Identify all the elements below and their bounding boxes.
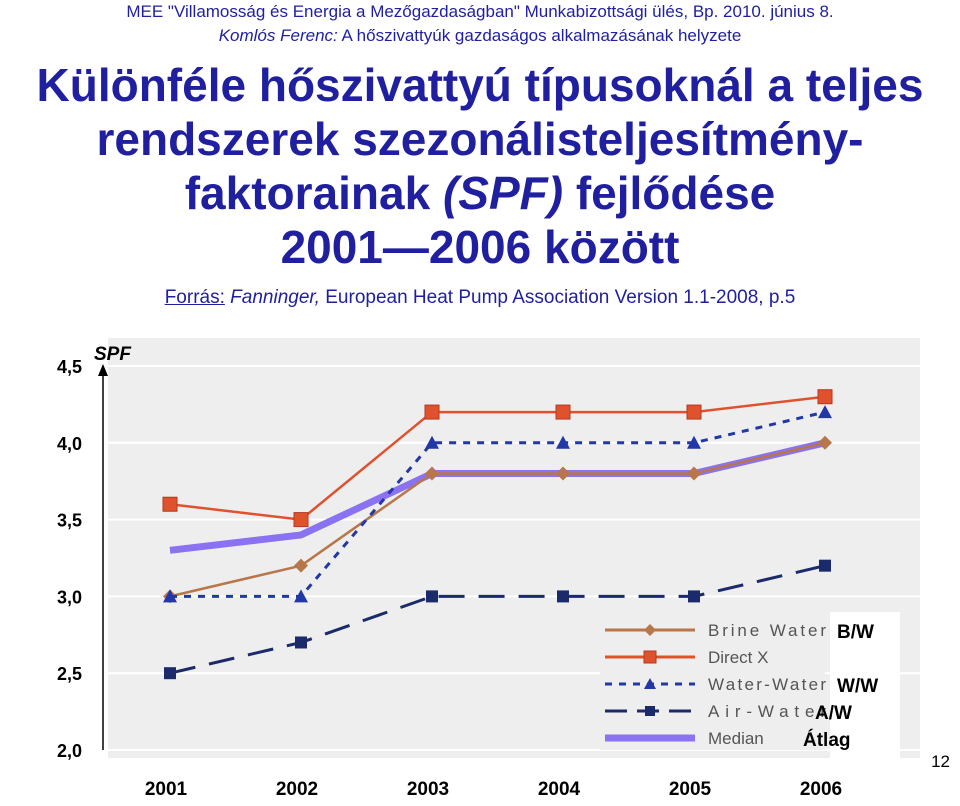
legend-label: Direct X bbox=[708, 648, 768, 667]
data-point bbox=[294, 558, 308, 573]
y-axis-arrow-icon bbox=[98, 364, 108, 376]
slide-number: 12 bbox=[931, 752, 950, 771]
y-tick-label: 3,5 bbox=[57, 511, 82, 531]
x-tick-label: 2006 bbox=[800, 779, 842, 800]
x-tick-label: 2002 bbox=[276, 779, 318, 800]
y-tick-label: 4,0 bbox=[57, 434, 82, 454]
legend-tag: B/W bbox=[837, 622, 874, 643]
x-axis: 2001 2002 2003 2004 2005 2006 bbox=[145, 779, 842, 800]
title-line-4: 2001—2006 között bbox=[280, 221, 680, 273]
legend-tag: A/W bbox=[815, 703, 852, 724]
slide-title: Különféle hőszivattyú típusoknál a telje… bbox=[0, 58, 960, 274]
legend-tag-panel bbox=[830, 612, 900, 758]
source-citation: Forrás: Fanninger, European Heat Pump As… bbox=[0, 287, 960, 309]
legend-tag: W/W bbox=[837, 676, 878, 697]
data-point bbox=[687, 435, 701, 449]
data-point bbox=[688, 590, 700, 603]
data-point bbox=[556, 435, 570, 449]
data-point bbox=[293, 512, 309, 528]
data-point bbox=[426, 590, 438, 603]
data-point bbox=[294, 589, 308, 603]
series-line-brine-water bbox=[169, 441, 826, 598]
data-point bbox=[644, 678, 656, 689]
data-point bbox=[424, 404, 440, 420]
y-tick-label: 4,5 bbox=[57, 357, 82, 377]
data-point bbox=[644, 624, 656, 636]
presentation-subheader: Komlós Ferenc: A hőszivattyúk gazdaságos… bbox=[0, 26, 960, 46]
presentation-topic: A hőszivattyúk gazdaságos alkalmazásának… bbox=[341, 26, 742, 45]
source-label: Forrás: bbox=[164, 287, 225, 308]
series-line-water-water bbox=[170, 410, 826, 598]
data-point bbox=[163, 589, 177, 603]
title-line-3: faktorainak (SPF) fejlődése bbox=[0, 166, 960, 220]
data-point bbox=[162, 496, 178, 512]
author-name: Komlós Ferenc: bbox=[218, 26, 338, 45]
data-point bbox=[818, 405, 832, 419]
data-point bbox=[819, 559, 831, 572]
legend-label: Median bbox=[708, 729, 764, 748]
legend-box bbox=[600, 612, 825, 750]
legend-tag: Átlag bbox=[803, 729, 851, 751]
data-point bbox=[555, 404, 571, 420]
x-tick-label: 2005 bbox=[669, 779, 712, 800]
y-tick-label: 3,0 bbox=[57, 587, 82, 607]
y-tick-label: 2,0 bbox=[57, 741, 82, 761]
title-line-3c: fejlődése bbox=[575, 167, 776, 219]
y-tick-label: 2,5 bbox=[57, 664, 82, 684]
x-tick-label: 2004 bbox=[538, 779, 581, 800]
data-point bbox=[556, 466, 570, 481]
data-point bbox=[818, 435, 832, 450]
data-point bbox=[425, 466, 439, 481]
data-point bbox=[295, 636, 307, 649]
data-point bbox=[643, 650, 657, 664]
y-axis-label: SPF bbox=[94, 344, 132, 365]
data-point bbox=[557, 590, 569, 603]
source-text: European Heat Pump Association Version 1… bbox=[325, 287, 796, 308]
series-line-direct-x bbox=[169, 395, 826, 521]
legend-label: Water-Water bbox=[708, 675, 826, 694]
title-line-3a: faktorainak bbox=[184, 167, 431, 219]
meeting-header: MEE "Villamosság és Energia a Mezőgazdas… bbox=[126, 2, 834, 21]
series-line-air-water bbox=[169, 564, 826, 675]
legend-label: Air-Water bbox=[708, 702, 826, 721]
data-point bbox=[817, 389, 833, 405]
data-point bbox=[164, 667, 176, 680]
title-line-2: rendszerek szezonálisteljesítmény- bbox=[96, 113, 864, 165]
y-axis: 2,0 2,5 3,0 3,5 4,0 4,5 SPF bbox=[57, 344, 132, 761]
data-point bbox=[686, 404, 702, 420]
x-tick-label: 2003 bbox=[407, 779, 449, 800]
title-line-1: Különféle hőszivattyú típusoknál a telje… bbox=[36, 59, 924, 111]
source-author: Fanninger, bbox=[230, 287, 320, 308]
x-tick-label: 2001 bbox=[145, 779, 188, 800]
data-point bbox=[687, 466, 701, 481]
title-spf: (SPF) bbox=[442, 167, 564, 219]
data-point bbox=[425, 435, 439, 449]
series-lines bbox=[162, 389, 833, 680]
data-point bbox=[645, 706, 655, 716]
